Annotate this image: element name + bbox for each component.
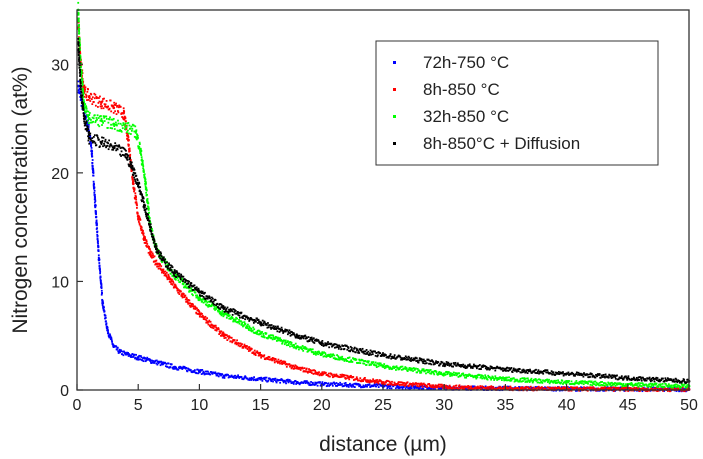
legend-box [375,40,659,166]
legend-label: 72h-750 °C [423,53,509,72]
data-point [87,117,91,120]
x-tick-label: 5 [134,397,143,414]
series-trace [77,37,690,384]
series-trace [77,17,690,393]
x-tick-label: 0 [73,397,82,414]
legend-marker [393,88,396,91]
legend-items: 72h-750 °C 8h-850 °C 32h-850 °C 8h-850°C + … [393,53,580,153]
x-tick-label: 50 [680,397,698,414]
y-tick-label: 20 [51,166,69,183]
legend-item: 32h-850 °C [393,107,509,126]
legend-label: 8h-850°C + Diffusion [423,134,580,153]
legend: 72h-750 °C 8h-850 °C 32h-850 °C 8h-850°C + … [375,40,659,166]
legend-marker [393,61,396,64]
series-2 [76,17,691,393]
x-tick-label: 35 [497,397,515,414]
legend-label: 8h-850 °C [423,80,500,99]
x-tick-label: 10 [191,397,209,414]
y-tick-label: 10 [51,274,69,291]
series-layer [76,1,691,393]
x-tick-label: 25 [374,397,392,414]
x-axis-title: distance (µm) [319,433,447,456]
x-tick-label: 15 [252,397,270,414]
y-tick-label: 30 [51,57,69,74]
x-tick-label: 30 [435,397,453,414]
legend-label: 32h-850 °C [423,107,509,126]
y-axis-title: Nitrogen concentration (at%) [9,66,32,333]
x-tick-label: 40 [558,397,576,414]
legend-marker [393,142,396,145]
series-4 [76,37,691,384]
y-tick-label: 0 [60,383,69,400]
legend-item: 72h-750 °C [393,53,509,72]
ticks-layer: 0 5 10 15 20 25 30 35 40 45 50 0 10 20 30 [51,57,698,414]
x-tick-label: 45 [619,397,637,414]
legend-item: 8h-850°C + Diffusion [393,134,580,153]
legend-item: 8h-850 °C [393,80,500,99]
x-tick-label: 20 [313,397,331,414]
legend-marker [393,115,396,118]
